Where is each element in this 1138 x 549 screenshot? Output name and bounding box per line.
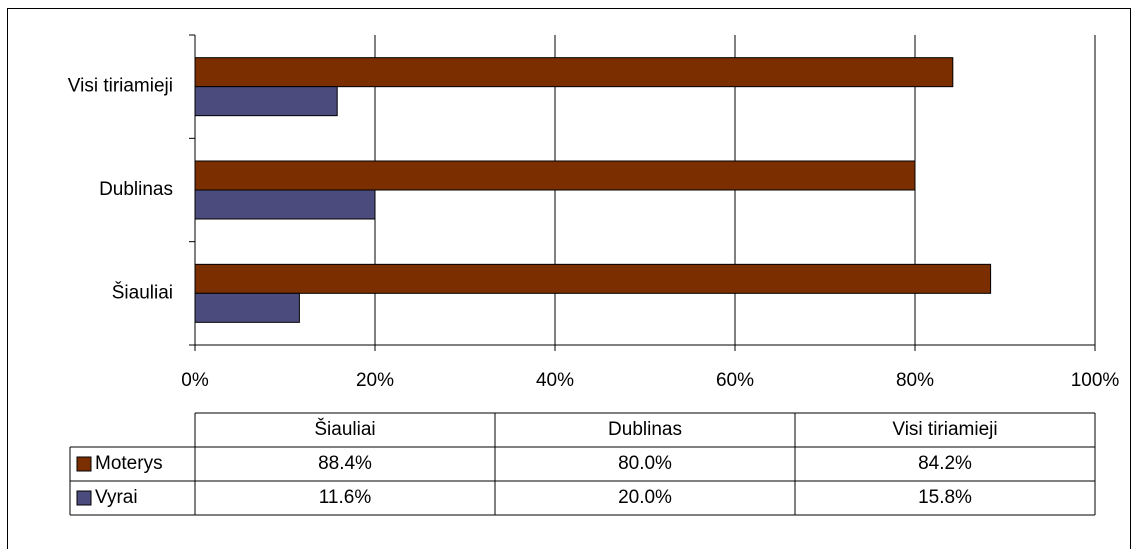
- y-tick-label: Šiauliai: [112, 281, 173, 303]
- bar: [194, 189, 376, 220]
- x-tick-label: 20%: [356, 370, 394, 391]
- bar: [194, 160, 916, 191]
- legend-label: Vyrai: [95, 487, 138, 508]
- legend-swatch: [76, 490, 92, 506]
- bar: [194, 263, 992, 294]
- y-tick-label: Visi tiriamieji: [68, 76, 173, 97]
- x-tick-label: 40%: [536, 370, 574, 391]
- bar: [194, 292, 300, 323]
- y-tick-label: Dublinas: [99, 179, 173, 200]
- table-cell: 20.0%: [618, 487, 672, 508]
- legend-swatch: [76, 456, 92, 472]
- x-tick-label: 60%: [716, 370, 754, 391]
- chart-border: [7, 8, 1131, 549]
- table-cell: 84.2%: [918, 453, 972, 474]
- bar: [194, 86, 338, 117]
- table-cell: 88.4%: [318, 453, 372, 474]
- legend-label: Moterys: [95, 453, 163, 474]
- table-cell: 15.8%: [918, 487, 972, 508]
- x-tick-label: 0%: [181, 370, 209, 391]
- table-header: Visi tiriamieji: [892, 419, 997, 440]
- table-cell: 11.6%: [319, 487, 372, 508]
- table-header: Dublinas: [608, 419, 682, 440]
- x-tick-label: 80%: [896, 370, 934, 391]
- table-header: Šiauliai: [314, 418, 375, 440]
- bar: [194, 57, 954, 88]
- x-tick-label: 100%: [1071, 370, 1120, 391]
- table-cell: 80.0%: [618, 453, 672, 474]
